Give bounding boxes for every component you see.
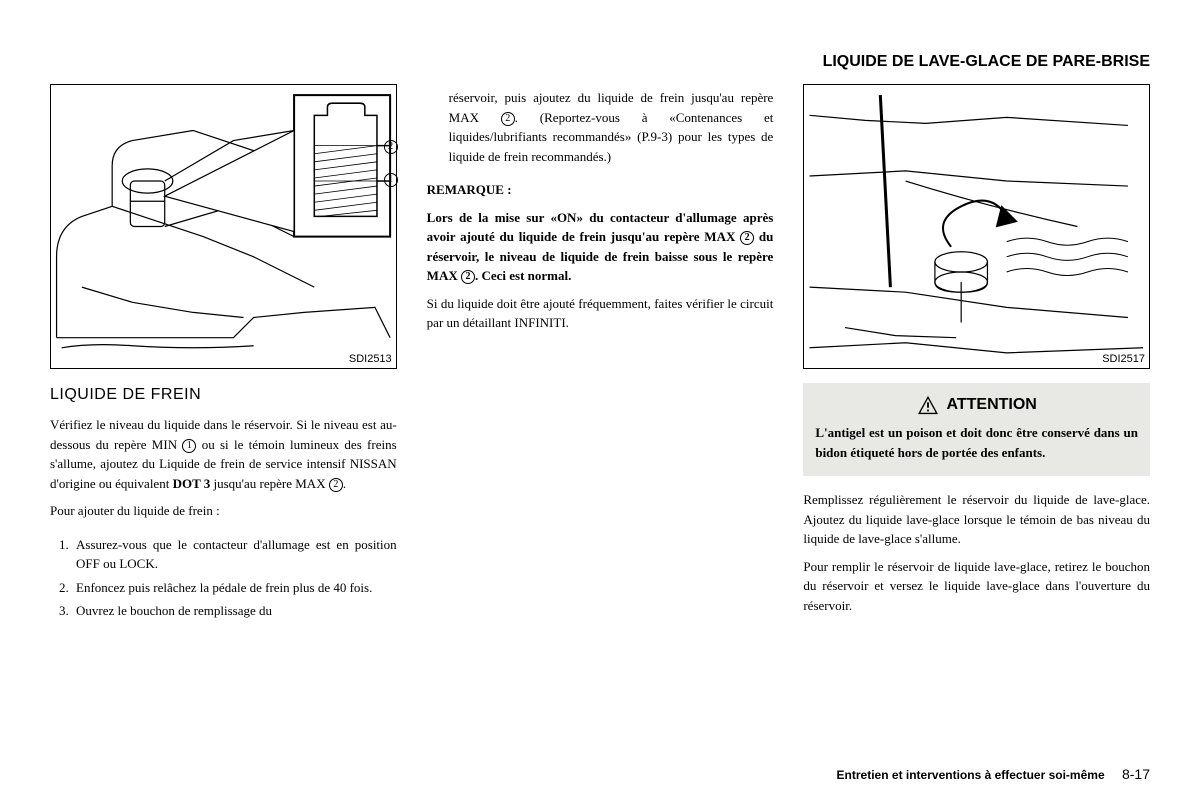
attention-header: ATTENTION [815, 393, 1138, 417]
remarque-label: REMARQUE : [427, 180, 774, 200]
attention-body: L'antigel est un poison et doit donc êtr… [815, 423, 1138, 462]
max-circled-icon: 2 [329, 478, 343, 492]
column-1: 2 1 SDI2513 LIQUIDE DE FREIN Vérifiez le… [50, 84, 397, 744]
attention-title: ATTENTION [947, 393, 1037, 417]
frequent-add-note: Si du liquide doit être ajouté fréquemme… [427, 294, 774, 333]
brake-fluid-svg [51, 85, 396, 368]
page-columns: 2 1 SDI2513 LIQUIDE DE FREIN Vérifiez le… [50, 84, 1150, 744]
figure-washer-fluid: SDI2517 [803, 84, 1150, 369]
max-circled-icon: 2 [461, 270, 475, 284]
step-2: Enfoncez puis relâchez la pédale de frei… [72, 578, 397, 598]
attention-box: ATTENTION L'antigel est un poison et doi… [803, 383, 1150, 476]
washer-fluid-p1: Remplissez régulièrement le réservoir du… [803, 490, 1150, 549]
figure-brake-fluid: 2 1 SDI2513 [50, 84, 397, 369]
brake-fluid-intro: Vérifiez le niveau du liquide dans le ré… [50, 415, 397, 493]
figure-label: SDI2513 [349, 351, 392, 368]
callout-1-icon: 1 [384, 173, 398, 187]
step-1: Assurez-vous que le contacteur d'allumag… [72, 535, 397, 574]
step-3-continuation: réservoir, puis ajoutez du liquide de fr… [449, 88, 774, 166]
column-2: réservoir, puis ajoutez du liquide de fr… [427, 84, 774, 744]
page-title: LIQUIDE DE LAVE-GLACE DE PARE-BRISE [50, 50, 1150, 74]
warning-icon [917, 395, 939, 415]
page-footer: Entretien et interventions à effectuer s… [50, 764, 1150, 785]
step-3: Ouvrez le bouchon de remplissage du [72, 601, 397, 621]
footer-page-number: 8-17 [1122, 766, 1150, 782]
washer-fluid-p2: Pour remplir le réservoir de liquide lav… [803, 557, 1150, 616]
column-3: SDI2517 ATTENTION L'antigel est un poiso… [803, 84, 1150, 744]
footer-chapter: Entretien et interventions à effectuer s… [837, 768, 1105, 782]
max-circled-icon: 2 [740, 231, 754, 245]
min-circled-icon: 1 [182, 439, 196, 453]
add-fluid-label: Pour ajouter du liquide de frein : [50, 501, 397, 521]
max-circled-icon: 2 [501, 112, 515, 126]
add-fluid-steps: Assurez-vous que le contacteur d'allumag… [72, 531, 397, 625]
remarque-body: Lors de la mise sur «ON» du contacteur d… [427, 208, 774, 286]
figure-label: SDI2517 [1102, 351, 1145, 368]
callout-2-icon: 2 [384, 140, 398, 154]
section-heading-brake-fluid: LIQUIDE DE FREIN [50, 383, 397, 407]
washer-fluid-svg [804, 85, 1149, 368]
